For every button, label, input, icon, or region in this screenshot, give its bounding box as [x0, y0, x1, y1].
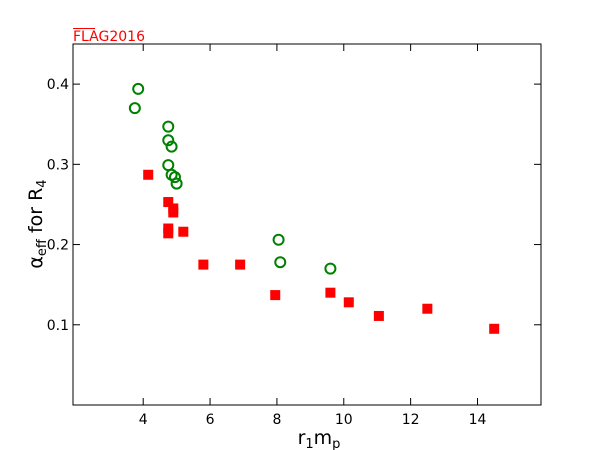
- square-point: [373, 310, 384, 321]
- flag-watermark: FLAG2016: [73, 29, 145, 45]
- x-tick-label: 12: [402, 412, 420, 428]
- square-point: [163, 197, 174, 208]
- y-tick-label: 0.3: [47, 157, 69, 173]
- circle-point: [162, 134, 175, 147]
- square-point: [325, 287, 336, 298]
- circle-point: [168, 171, 181, 184]
- x-tick-label: 10: [335, 412, 353, 428]
- plot-area: [72, 43, 542, 406]
- data-points: [128, 82, 500, 334]
- circle-point: [162, 120, 175, 133]
- axis-tick-labels: 4 6 8 10 12 14 0.1 0.2 0.3 0.4: [47, 77, 487, 428]
- square-point: [270, 290, 281, 301]
- square-point: [422, 303, 433, 314]
- axis-ticks: [73, 44, 541, 405]
- square-point: [168, 207, 179, 218]
- square-point: [235, 259, 246, 270]
- y-tick-label: 0.1: [47, 318, 69, 334]
- square-point: [198, 259, 209, 270]
- y-tick-label: 0.4: [47, 77, 69, 93]
- x-axis-label: r1mp: [298, 427, 341, 450]
- circle-point: [170, 177, 183, 190]
- square-point: [143, 169, 154, 180]
- y-axis-label: αeff for R4: [25, 179, 50, 268]
- y-tick-label: 0.2: [47, 238, 69, 254]
- circle-point: [274, 256, 287, 269]
- square-point: [178, 226, 189, 237]
- square-point: [489, 323, 500, 334]
- x-tick-label: 6: [206, 412, 215, 428]
- square-point: [163, 228, 174, 239]
- circle-point: [128, 102, 141, 115]
- x-tick-label: 4: [139, 412, 148, 428]
- circle-point: [132, 82, 145, 95]
- x-tick-label: 14: [469, 412, 487, 428]
- circle-point: [272, 233, 285, 246]
- circle-point: [324, 262, 337, 275]
- circle-point: [162, 159, 175, 172]
- x-tick-label: 8: [272, 412, 281, 428]
- circle-point: [165, 140, 178, 153]
- square-point: [343, 297, 354, 308]
